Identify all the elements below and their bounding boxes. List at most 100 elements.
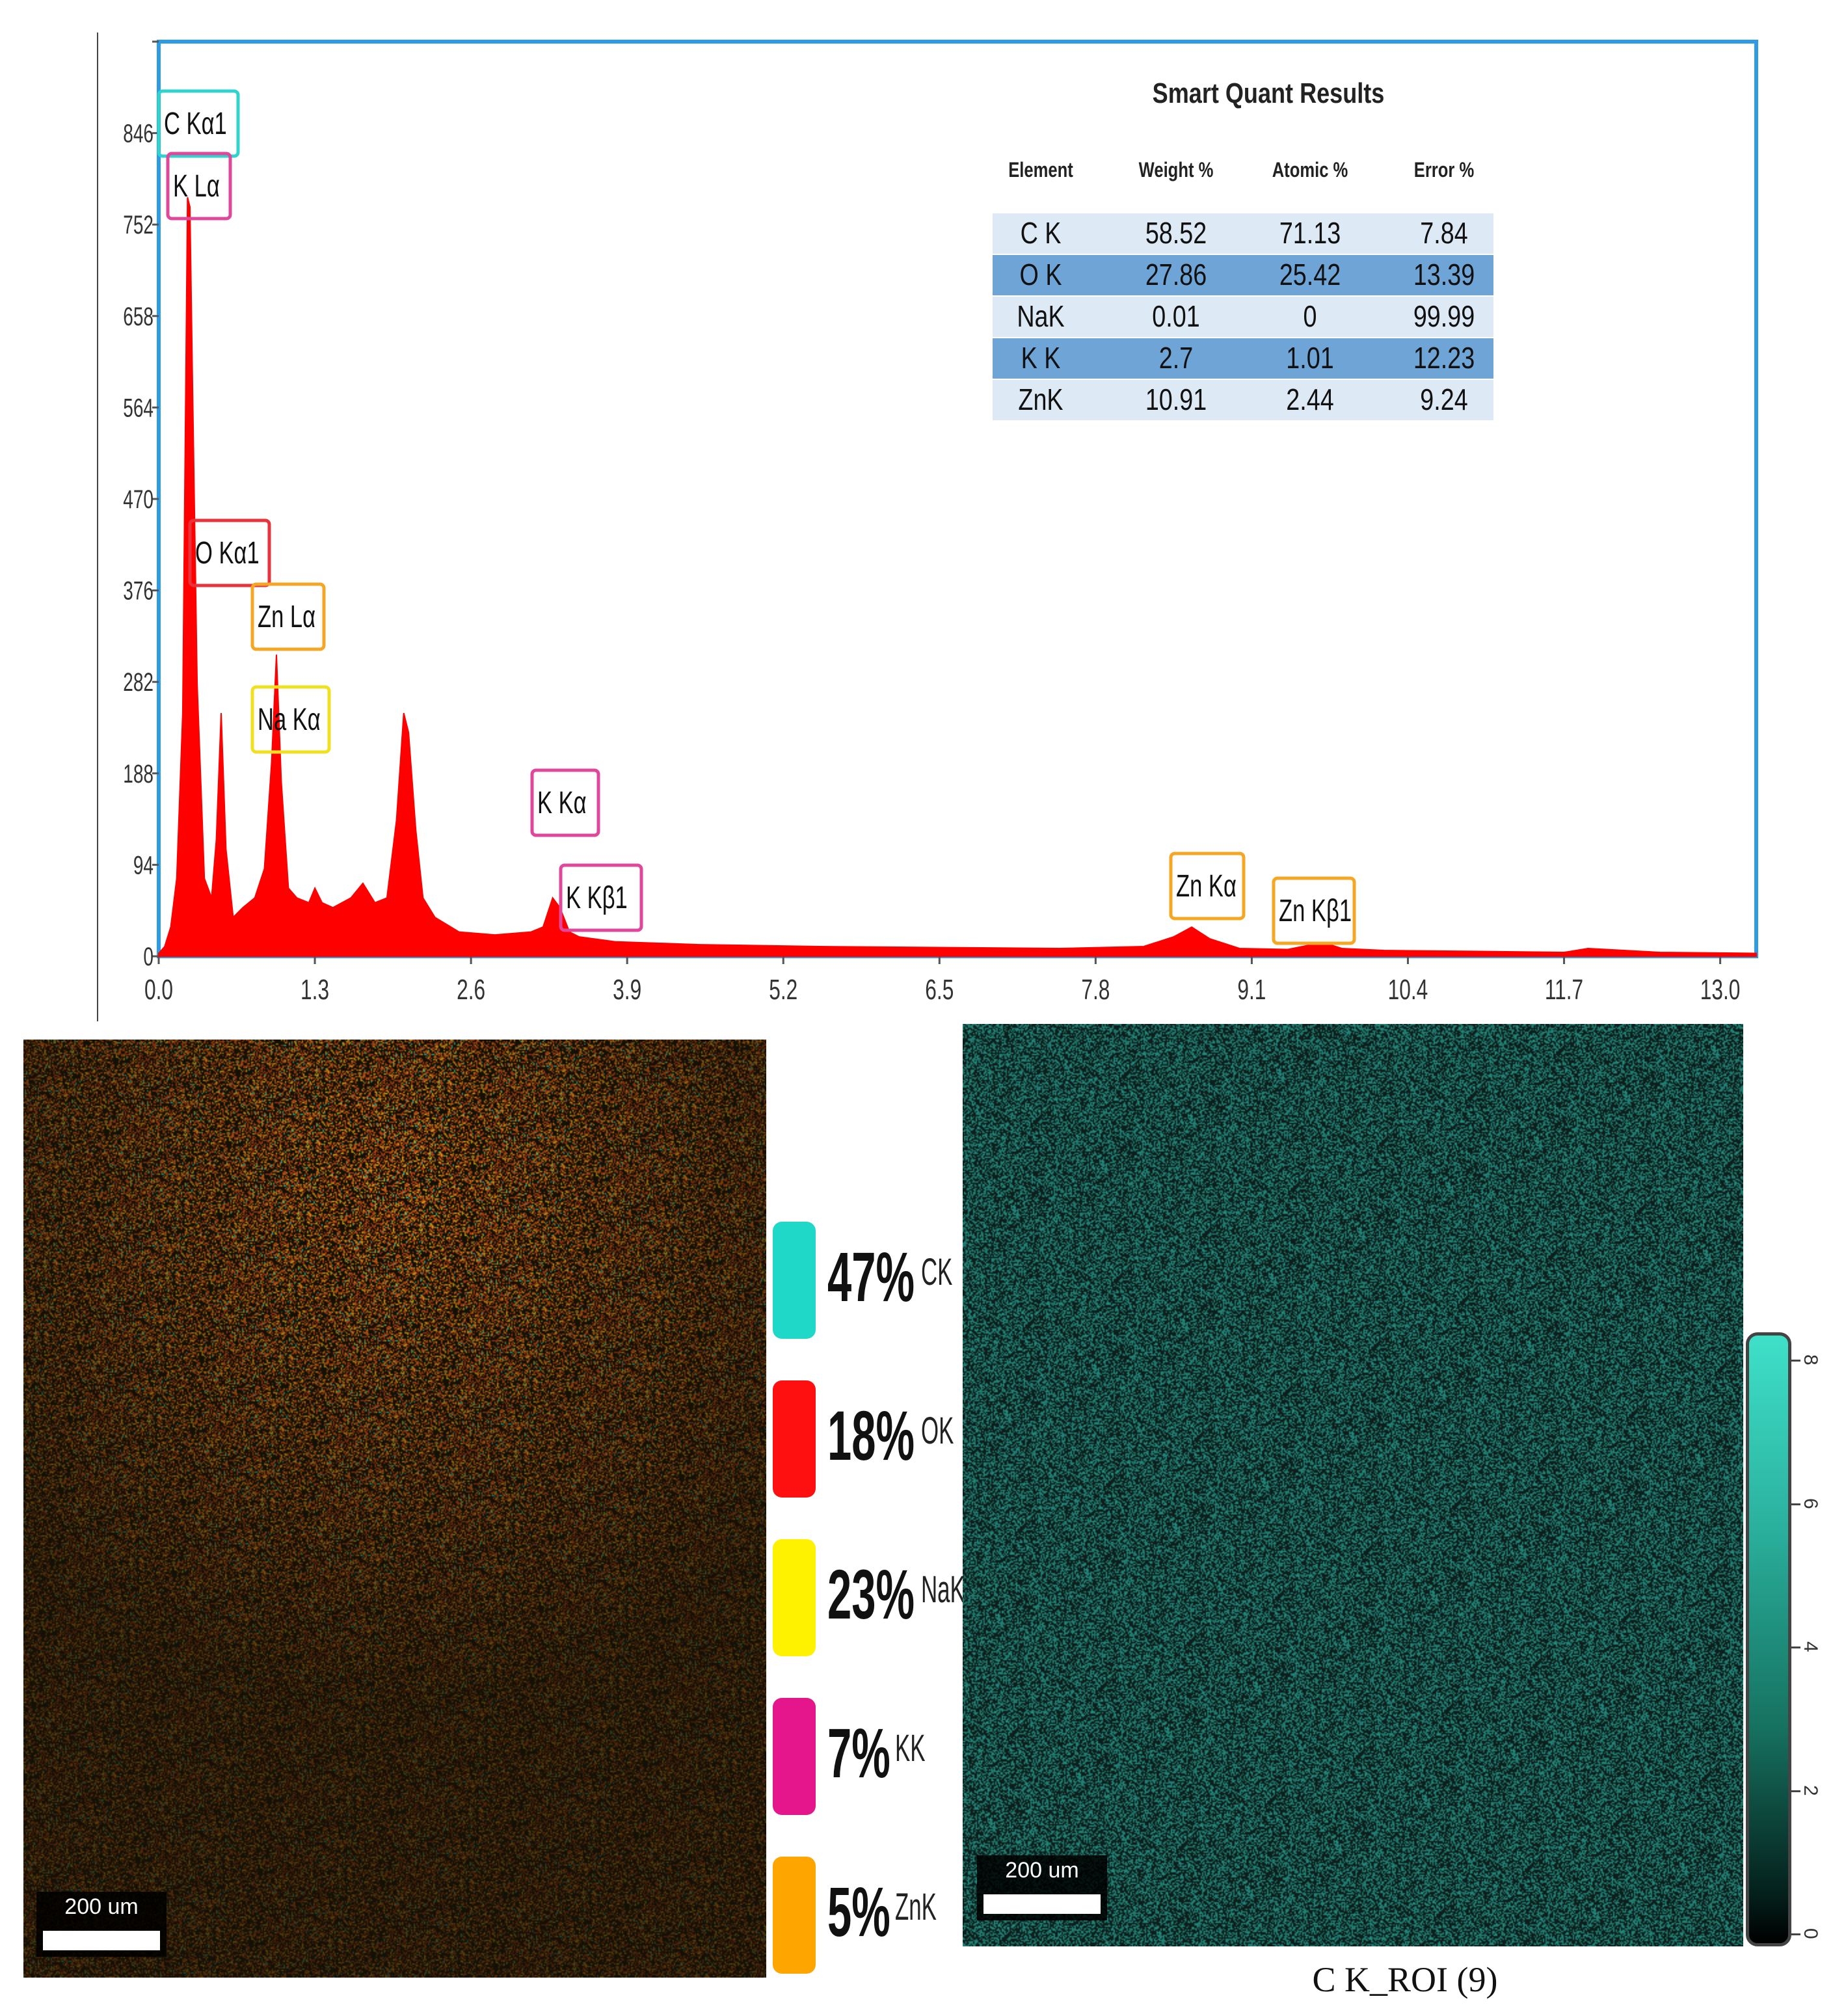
peak-label-box xyxy=(250,582,326,651)
legend-item: 47% CK xyxy=(773,1222,968,1339)
legend-item: 7% KK xyxy=(773,1698,968,1815)
colorbar-tick-label: 8 xyxy=(1800,1354,1821,1365)
colorbar-tick-label: 2 xyxy=(1800,1784,1821,1796)
spectrum-series xyxy=(158,197,1757,957)
colorbar-tick xyxy=(1790,1933,1800,1935)
peak-label-box xyxy=(188,518,271,587)
peak-label: Zn Lα xyxy=(258,598,315,634)
peak-label: K Lα xyxy=(173,168,220,203)
x-tick-label: 1.3 xyxy=(301,974,329,1006)
x-tick-label: 9.1 xyxy=(1237,974,1266,1006)
peak-label-box xyxy=(530,768,600,837)
quant-table-row xyxy=(993,213,1493,254)
legend-element: OK xyxy=(921,1410,954,1452)
legend-item: 18% OK xyxy=(773,1380,968,1498)
legend-item: 23% NaK xyxy=(773,1539,968,1656)
scalebar-line xyxy=(43,1931,160,1950)
legend-percent: 23% xyxy=(827,1555,915,1633)
quant-table-cell: 58.52 xyxy=(1145,216,1207,249)
quant-table-cell: 27.86 xyxy=(1145,258,1207,291)
scalebar: 200 um xyxy=(36,1892,167,1957)
legend-swatch xyxy=(773,1698,816,1815)
quant-table-row xyxy=(993,380,1493,420)
quant-table-cell: 99.99 xyxy=(1413,299,1475,332)
legend-percent: 7% xyxy=(827,1714,890,1792)
quant-table-cell: 12.23 xyxy=(1413,341,1475,374)
quant-table-cell: 9.24 xyxy=(1420,383,1467,416)
quant-table-row xyxy=(993,297,1493,337)
peak-label: O Kα1 xyxy=(195,535,260,570)
quant-table-cell: ZnK xyxy=(1018,383,1063,416)
quant-table-cell: 7.84 xyxy=(1420,216,1467,249)
colorbar-tick xyxy=(1790,1503,1800,1505)
colorbar-tick xyxy=(1790,1360,1800,1362)
y-tick-label: 0 xyxy=(143,943,154,971)
y-tick-label: 376 xyxy=(123,577,154,606)
legend-element: ZnK xyxy=(895,1886,937,1928)
y-tick-label: 470 xyxy=(123,485,154,514)
quant-table-header: Atomic % xyxy=(1272,159,1348,181)
x-tick-label: 0.0 xyxy=(144,974,173,1006)
y-tick-label: 94 xyxy=(133,852,154,880)
quant-table-cell: C K xyxy=(1021,216,1062,249)
quant-table-header: Weight % xyxy=(1139,159,1214,181)
legend-percent: 18% xyxy=(827,1396,915,1475)
colorbar-tick xyxy=(1790,1646,1800,1648)
map-caption: C K_ROI (9) xyxy=(1312,1960,1498,1999)
quant-table-cell: K K xyxy=(1021,341,1061,374)
composite-map-image xyxy=(23,1040,766,1978)
peak-label: C Kα1 xyxy=(164,105,227,141)
quant-table-cell: 2.7 xyxy=(1159,341,1193,374)
peak-label-box xyxy=(157,89,240,158)
eds-spectrum-chart: 0 94 188 282 376 470 564 658 752 846 0.0 1.3 2.6 3.9 5… xyxy=(97,33,1758,1021)
y-tick-label: 846 xyxy=(123,120,154,148)
peak-label: Zn Kα xyxy=(1176,868,1237,903)
legend-element: NaK xyxy=(921,1568,965,1611)
peak-label: Na Kα xyxy=(258,701,321,736)
x-tick-label: 5.2 xyxy=(769,974,797,1006)
quant-table-cell: NaK xyxy=(1017,299,1064,332)
colorbar-tick-label: 0 xyxy=(1800,1928,1821,1939)
legend-percent: 47% xyxy=(827,1237,915,1316)
colorbar-tick-label: 4 xyxy=(1800,1641,1821,1652)
quant-table-header: Element xyxy=(1008,159,1073,181)
composite-element-map: 200 um xyxy=(23,1040,766,1978)
legend-percent: 5% xyxy=(827,1872,890,1951)
quant-table-cell: 71.13 xyxy=(1279,216,1341,249)
y-tick-label: 658 xyxy=(123,302,154,331)
quant-table-cell: 2.44 xyxy=(1286,383,1333,416)
scalebar: 200 um xyxy=(977,1855,1107,1920)
colorbar-tick xyxy=(1790,1790,1800,1792)
intensity-colorbar xyxy=(1746,1332,1791,1946)
peak-label-box xyxy=(1272,876,1356,945)
quant-table-title: Smart Quant Results xyxy=(1153,77,1385,109)
y-tick-label: 188 xyxy=(123,760,154,788)
x-tick-label: 7.8 xyxy=(1081,974,1110,1006)
x-tick-label: 3.9 xyxy=(613,974,641,1006)
x-tick-label: 13.0 xyxy=(1700,974,1741,1006)
peak-label: K Kα xyxy=(537,785,587,820)
legend-swatch xyxy=(773,1539,816,1656)
quant-table-cell: 1.01 xyxy=(1286,341,1333,374)
peak-label-box xyxy=(250,685,331,754)
legend-swatch xyxy=(773,1857,816,1974)
legend-element: CK xyxy=(921,1251,953,1293)
y-tick-label: 282 xyxy=(123,668,154,697)
x-tick-label: 6.5 xyxy=(925,974,954,1006)
peak-label-box xyxy=(1169,852,1246,921)
quant-table-cell: 13.39 xyxy=(1413,258,1475,291)
peak-label: K Kβ1 xyxy=(566,880,628,915)
peak-label-box xyxy=(166,152,232,221)
quant-table-row xyxy=(993,338,1493,379)
y-tick-label: 752 xyxy=(123,211,154,239)
quant-table-cell: 25.42 xyxy=(1279,258,1341,291)
x-tick-label: 2.6 xyxy=(457,974,485,1006)
quant-table-cell: 0 xyxy=(1304,299,1317,332)
colorbar-tick-label: 6 xyxy=(1800,1498,1821,1509)
legend-item: 5% ZnK xyxy=(773,1857,968,1974)
legend-swatch xyxy=(773,1380,816,1498)
peak-label: Zn Kβ1 xyxy=(1279,893,1352,928)
quant-table-cell: O K xyxy=(1020,258,1062,291)
quant-table-cell: 0.01 xyxy=(1152,299,1199,332)
carbon-element-map: 200 um xyxy=(963,1024,1743,1946)
